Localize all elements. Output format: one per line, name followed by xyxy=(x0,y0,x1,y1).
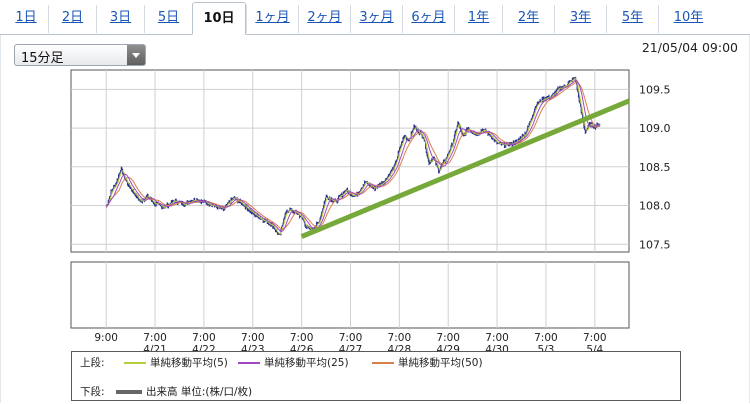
x-tick-time: 7:00 xyxy=(583,332,607,344)
sma25-line xyxy=(105,79,600,232)
legend-lower-label: 下段: xyxy=(80,386,105,398)
y-tick-label: 107.5 xyxy=(639,238,671,251)
last-update-timestamp: 21/05/04 09:00 xyxy=(641,40,738,55)
legend-upper-label: 上段: xyxy=(80,357,105,369)
legend-swatch xyxy=(238,362,260,364)
tab-1[interactable]: 2日 xyxy=(48,5,96,33)
y-tick-label: 108.0 xyxy=(639,200,671,213)
x-tick-time: 7:00 xyxy=(192,332,216,344)
tab-7[interactable]: 3ヶ月 xyxy=(350,5,402,33)
tab-13[interactable]: 10年 xyxy=(658,5,718,33)
tab-5[interactable]: 1ヶ月 xyxy=(246,5,298,33)
legend-item-label: 出来高 単位:(株/口/枚) xyxy=(146,386,253,398)
tab-11[interactable]: 3年 xyxy=(554,5,606,33)
x-tick-time: 9:00 xyxy=(94,332,118,344)
legend-upper-row: 上段: 単純移動平均(5) 単純移動平均(25) 単純移動平均(50) xyxy=(80,356,483,370)
x-tick-time: 7:00 xyxy=(436,332,460,344)
legend-item-volume: 出来高 単位:(株/口/枚) xyxy=(116,385,252,399)
tab-3[interactable]: 5日 xyxy=(144,5,192,33)
x-tick-time: 7:00 xyxy=(241,332,265,344)
interval-select[interactable]: 15分足 xyxy=(14,44,146,66)
x-tick-time: 7:00 xyxy=(290,332,314,344)
legend-swatch xyxy=(372,362,394,364)
y-tick-label: 109.5 xyxy=(639,83,671,96)
tab-2[interactable]: 3日 xyxy=(96,5,144,33)
x-tick-time: 7:00 xyxy=(143,332,167,344)
legend-item-sma-2: 単純移動平均(50) xyxy=(372,356,483,370)
legend-swatch xyxy=(124,362,146,364)
tab-9[interactable]: 1年 xyxy=(454,5,502,33)
x-tick-time: 7:00 xyxy=(339,332,363,344)
period-tab-bar: 1日 2日 3日 5日 10日 1ヶ月 2ヶ月 3ヶ月 6ヶ月 1年 2年 3年 5年 10年 xyxy=(0,0,750,35)
legend-item-label: 単純移動平均(25) xyxy=(264,357,349,369)
y-tick-label: 109.0 xyxy=(639,122,671,135)
tab-12[interactable]: 5年 xyxy=(606,5,658,33)
chevron-down-icon[interactable] xyxy=(127,45,145,65)
tab-6[interactable]: 2ヶ月 xyxy=(298,5,350,33)
legend-box: 上段: 単純移動平均(5) 単純移動平均(25) 単純移動平均(50) 下段: 出来… xyxy=(71,351,681,401)
legend-item-label: 単純移動平均(5) xyxy=(150,357,228,369)
x-tick-time: 7:00 xyxy=(534,332,558,344)
legend-item-label: 単純移動平均(50) xyxy=(398,357,483,369)
legend-lower-row: 下段: 出来高 単位:(株/口/枚) xyxy=(80,385,252,399)
y-tick-label: 108.5 xyxy=(639,161,671,174)
tab-0[interactable]: 1日 xyxy=(15,10,37,25)
x-tick-time: 7:00 xyxy=(485,332,509,344)
x-tick-time: 7:00 xyxy=(388,332,412,344)
interval-select-value: 15分足 xyxy=(21,51,64,66)
tab-4[interactable]: 10日 xyxy=(192,2,246,35)
legend-item-sma-1: 単純移動平均(25) xyxy=(238,356,349,370)
trendline-annotation xyxy=(300,98,630,239)
legend-swatch xyxy=(116,390,142,394)
legend-item-sma-0: 単純移動平均(5) xyxy=(124,356,228,370)
tab-8[interactable]: 6ヶ月 xyxy=(402,5,454,33)
tab-10[interactable]: 2年 xyxy=(502,5,554,33)
